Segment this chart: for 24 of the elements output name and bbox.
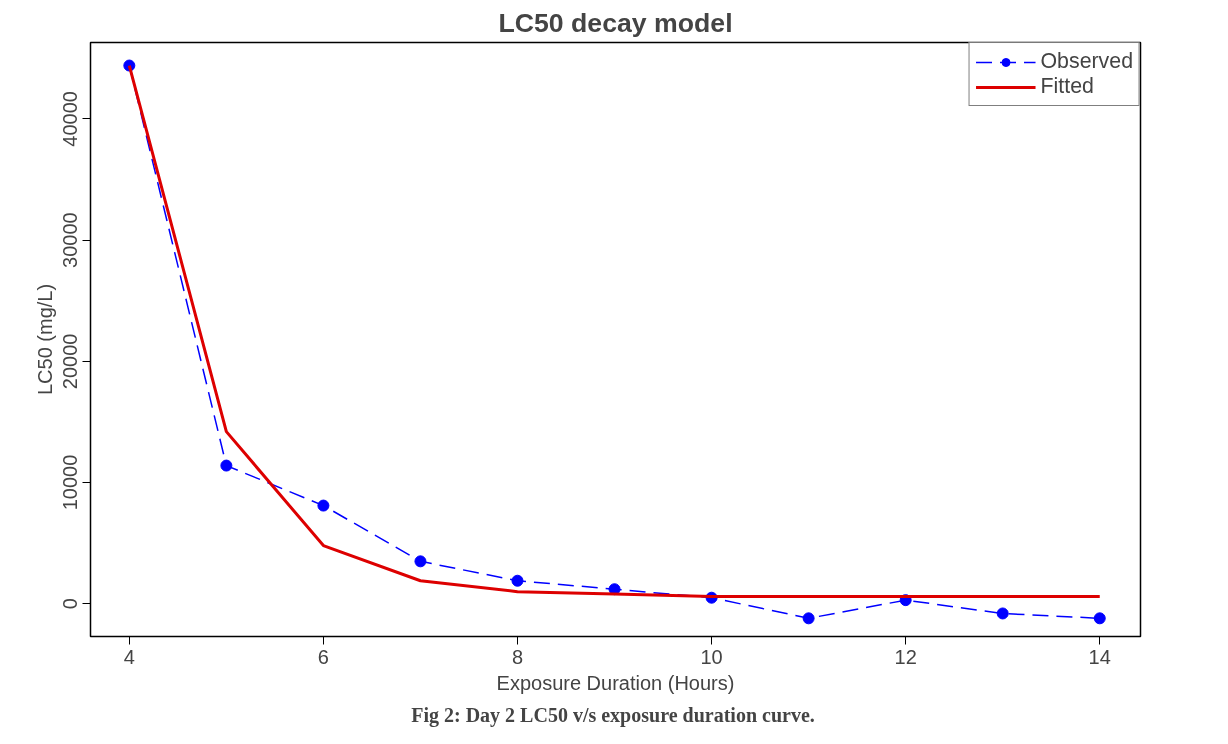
x-tick-label: 8 — [511, 645, 524, 668]
y-tick-label: 10000 — [59, 454, 82, 511]
legend-label: Observed — [1040, 49, 1133, 74]
point — [802, 612, 815, 625]
point — [996, 607, 1009, 620]
point — [511, 574, 524, 587]
legend-label: Fitted — [1040, 74, 1094, 99]
x-tick-label: 12 — [894, 645, 917, 668]
point — [1093, 612, 1106, 625]
point — [317, 499, 330, 512]
caption: Fig 2: Day 2 LC50 v/s exposure duration curve. — [411, 703, 815, 727]
point — [414, 555, 427, 568]
x-axis-title: Exposure Duration (Hours) — [496, 671, 735, 694]
point — [220, 459, 233, 472]
chart-title: LC50 decay model — [498, 7, 733, 38]
y-axis-title: LC50 (mg/L) — [33, 283, 56, 396]
y-tick-label: 30000 — [59, 212, 82, 268]
y-tick-label: 20000 — [59, 333, 82, 390]
x-tick-label: 10 — [700, 645, 723, 668]
x-tick-label: 4 — [123, 645, 135, 668]
y-tick-label: 40000 — [59, 91, 82, 147]
y-tick-label: 0 — [59, 598, 82, 610]
x-tick-label: 6 — [317, 645, 329, 668]
x-tick-label: 14 — [1088, 645, 1111, 668]
